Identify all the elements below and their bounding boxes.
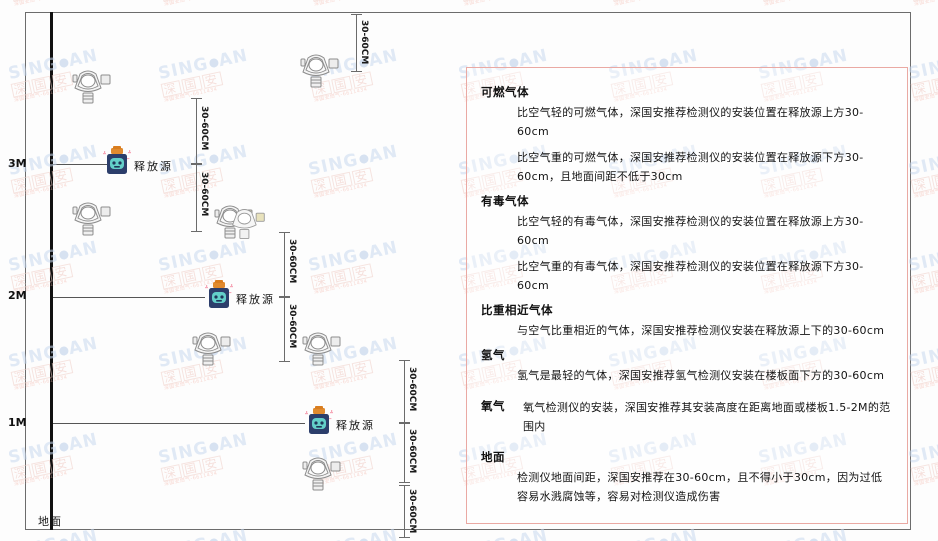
level-line-2m (53, 297, 205, 298)
level-line-3m (53, 164, 115, 165)
note-group: 比重相近气体与空气比重相近的气体，深国安推荐检测仪安装在释放源上下的30-60c… (481, 302, 891, 340)
dimension-label: 30-60CM (287, 304, 297, 349)
note-group: 地面 检测仪地面间距，深国安推荐在30-60cm，且不得小于30cm，因为过低容易… (481, 449, 891, 506)
diagram-frame (25, 12, 911, 530)
vertical-axis (50, 12, 53, 530)
gas-detector-icon (68, 66, 116, 112)
axis-tick-3m: 3M (8, 157, 27, 170)
note-paragraph: 氢气是最轻的气体，深国安推荐氢气检测仪安装在楼板面下方的30-60cm (517, 369, 885, 382)
dimension-label: 30-60CM (407, 489, 417, 534)
note-heading: 氢气 (481, 348, 505, 362)
gas-detector-icon (296, 50, 344, 96)
release-source-icon (204, 280, 234, 318)
ground-label: 地面 (38, 515, 62, 528)
dimension-label: 30-60CM (199, 106, 209, 151)
dimension-label: 30-60CM (359, 20, 369, 65)
release-source-label: 释放源 (236, 293, 275, 306)
note-group: 氢气 氢气是最轻的气体，深国安推荐氢气检测仪安装在楼板面下方的30-60cm (481, 347, 891, 385)
note-heading: 氧气 (481, 399, 505, 413)
notes-panel: 可燃气体比空气轻的可燃气体，深国安推荐检测仪的安装位置在释放源上方30-60cm… (466, 67, 908, 524)
gas-detector-icon (298, 453, 346, 499)
note-paragraph: 与空气比重相近的气体，深国安推荐检测仪安装在释放源上下的30-60cm (517, 324, 885, 337)
axis-tick-1m: 1M (8, 416, 27, 429)
note-paragraph: 比空气轻的有毒气体，深国安推荐检测仪的安装位置在释放源上方30-60cm (517, 215, 864, 247)
note-heading: 可燃气体 (481, 85, 529, 99)
release-source-icon (102, 146, 132, 184)
gas-detector-icon (68, 198, 116, 244)
note-paragraph: 比空气重的可燃气体，深国安推荐检测仪的安装位置在释放源下方30-60cm，且地面… (517, 151, 864, 183)
note-heading: 地面 (481, 450, 505, 464)
note-group: 可燃气体比空气轻的可燃气体，深国安推荐检测仪的安装位置在释放源上方30-60cm… (481, 84, 891, 186)
note-paragraph: 比空气重的有毒气体，深国安推荐检测仪的安装位置在释放源下方30-60cm (517, 260, 864, 292)
dimension-label: 30-60CM (199, 172, 209, 217)
note-paragraph: 检测仪地面间距，深国安推荐在30-60cm，且不得小于30cm，因为过低容易水溅… (517, 471, 883, 503)
dimension-label: 30-60CM (407, 429, 417, 474)
note-heading: 有毒气体 (481, 194, 529, 208)
axis-tick-2m: 2M (8, 289, 27, 302)
gas-detector-icon (226, 205, 270, 247)
gas-detector-icon (188, 328, 236, 374)
note-paragraph: 氧气检测仪的安装，深国安推荐其安装高度在距离地面或楼板1.5-2M的范围内 (523, 401, 891, 433)
level-line-1m (53, 423, 305, 424)
note-group: 有毒气体比空气轻的有毒气体，深国安推荐检测仪的安装位置在释放源上方30-60cm… (481, 193, 891, 295)
note-group: 氧气 氧气检测仪的安装，深国安推荐其安装高度在距离地面或楼板1.5-2M的范围内 (481, 392, 891, 443)
gas-detector-icon (298, 328, 346, 374)
release-source-icon (304, 406, 334, 444)
release-source-label: 释放源 (336, 419, 375, 432)
note-paragraph: 比空气轻的可燃气体，深国安推荐检测仪的安装位置在释放源上方30-60cm (517, 106, 864, 138)
note-heading: 比重相近气体 (481, 303, 553, 317)
release-source-label: 释放源 (134, 160, 173, 173)
dimension-label: 30-60CM (407, 367, 417, 412)
dimension-label: 30-60CM (287, 239, 297, 284)
gas-detector-icon (210, 201, 258, 247)
